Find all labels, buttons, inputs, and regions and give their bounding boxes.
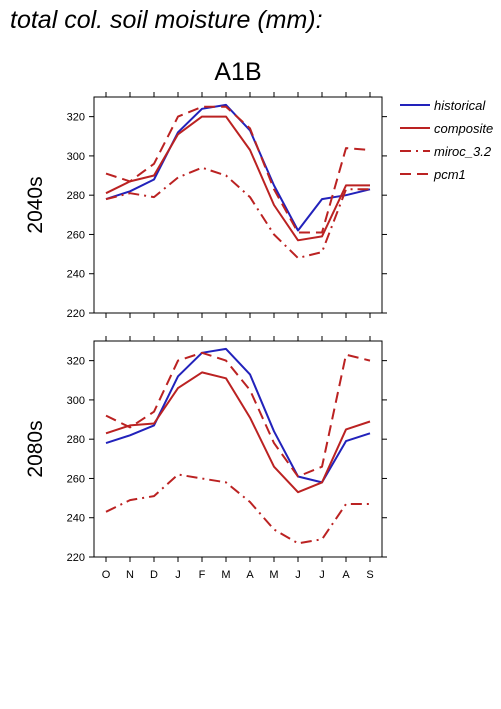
y-tick-label: 240 (67, 513, 85, 525)
legend-item: miroc_3.2 (400, 144, 492, 159)
series-line-composite (105, 115, 370, 242)
y-tick-label: 220 (67, 308, 85, 320)
y-tick-label: 260 (67, 473, 85, 485)
legend-label: pcm1 (433, 167, 466, 182)
legend-label: historical (434, 98, 486, 113)
legend-item: historical (400, 98, 486, 113)
series-line-pcm1 (105, 105, 371, 234)
x-tick-label: J (295, 569, 301, 581)
x-tick-label: J (319, 569, 325, 581)
x-tick-label: D (150, 569, 158, 581)
series-line-miroc-3-2 (105, 166, 370, 259)
series-line-miroc-3-2 (105, 473, 370, 545)
panel-ylabel: 2040s (24, 176, 47, 233)
y-tick-label: 320 (67, 356, 85, 368)
x-tick-label: O (102, 569, 111, 581)
legend-item: composite (400, 121, 493, 136)
chart-panels: 220 240 260 280 300 320 2040s 220 240 260 280 300 32… (24, 92, 387, 581)
plot-frame (93, 96, 383, 314)
panel-2040s: 220 240 260 280 300 320 2040s (24, 92, 387, 320)
legend: historical composite miroc_3.2 pcm1 (400, 98, 493, 182)
series-line-pcm1 (105, 351, 371, 478)
x-tick-label: M (269, 569, 278, 581)
page-title: total col. soil moisture (mm): (10, 6, 323, 34)
x-tick-label: M (221, 569, 230, 581)
legend-label: composite (434, 121, 493, 136)
legend-label: miroc_3.2 (434, 144, 492, 159)
plot-frame (93, 340, 383, 558)
panel-2080s: 220 240 260 280 300 320 O N D J F M A M J J A S 2080s (24, 336, 387, 581)
y-tick-label: 220 (67, 552, 85, 564)
y-tick-label: 280 (67, 190, 85, 202)
y-tick-label: 260 (67, 229, 85, 241)
y-tick-label: 280 (67, 434, 85, 446)
y-tick-label: 300 (67, 395, 85, 407)
series-line-historical (105, 103, 371, 232)
x-tick-label: J (175, 569, 181, 581)
x-tick-label: F (199, 569, 206, 581)
legend-item: pcm1 (400, 167, 466, 182)
y-tick-label: 300 (67, 151, 85, 163)
x-tick-label: S (366, 569, 373, 581)
scenario-label: A1B (214, 58, 261, 86)
x-tick-label: A (342, 569, 350, 581)
x-tick-label: N (126, 569, 134, 581)
y-tick-label: 240 (67, 269, 85, 281)
series-line-composite (105, 371, 371, 494)
panel-ylabel: 2080s (24, 420, 47, 477)
y-tick-label: 320 (67, 112, 85, 124)
x-tick-label: A (246, 569, 254, 581)
